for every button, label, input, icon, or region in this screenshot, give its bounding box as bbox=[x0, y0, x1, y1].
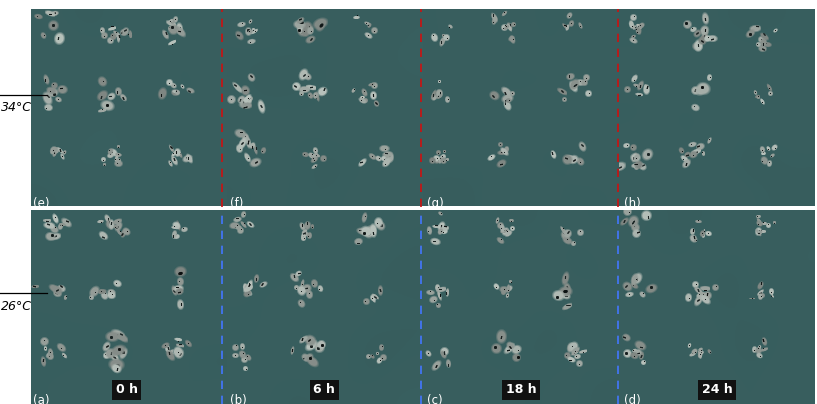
Text: (h): (h) bbox=[624, 197, 641, 210]
Text: 6 h: 6 h bbox=[314, 383, 335, 396]
Text: (d): (d) bbox=[624, 394, 641, 404]
Text: (g): (g) bbox=[427, 197, 444, 210]
Text: (a): (a) bbox=[33, 394, 49, 404]
Text: (e): (e) bbox=[33, 197, 49, 210]
Text: (c): (c) bbox=[427, 394, 443, 404]
Text: (f): (f) bbox=[230, 197, 243, 210]
Text: 24 h: 24 h bbox=[702, 383, 733, 396]
Text: 0 h: 0 h bbox=[116, 383, 137, 396]
Bar bbox=[31, 206, 817, 210]
Text: 34°C: 34°C bbox=[1, 101, 32, 114]
Text: 18 h: 18 h bbox=[506, 383, 537, 396]
Text: (b): (b) bbox=[230, 394, 248, 404]
Text: 26°C: 26°C bbox=[1, 300, 32, 313]
